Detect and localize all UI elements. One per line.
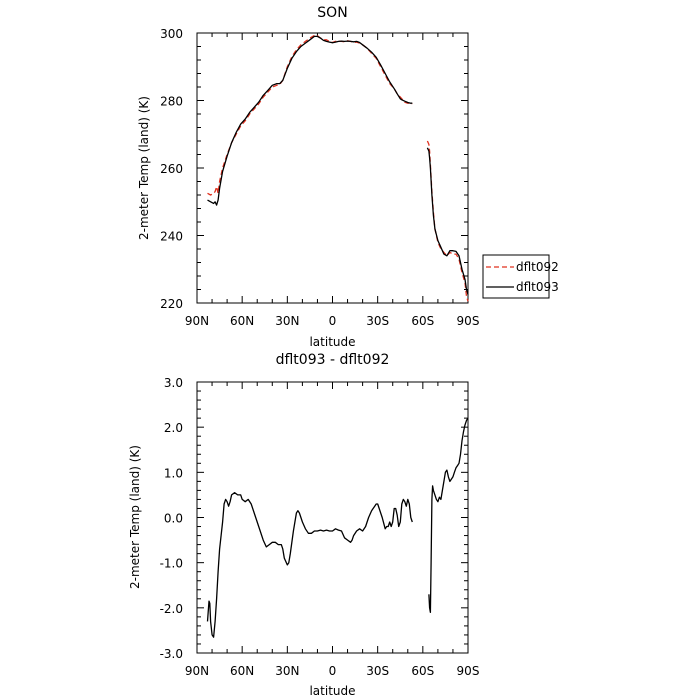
top-x-tick-label: 0 [329,314,337,328]
top-panel: SON 90N 60N 30N 0 30S 60S 90S 220240260280300 … [137,5,559,349]
top-series-line-dflt092 [207,34,413,196]
bottom-chart-title: dflt093 - dflt092 [276,352,390,368]
legend-box [482,254,550,299]
bottom-x-tick-label: 90S [457,664,480,678]
top-y-axis-label: 2-meter Temp (land) (K) [137,96,151,240]
bottom-series-lines [206,417,469,638]
bottom-x-tick-label: 0 [329,664,337,678]
top-x-axis-label: latitude [309,335,355,349]
bottom-series-line [428,417,469,614]
top-x-ticks: 90N 60N 30N 0 30S 60S 90S [185,33,480,328]
bottom-panel: dflt093 - dflt092 90N 60N 30N 0 30S 60S 90S -3… [128,352,479,698]
top-x-tick-label: 60N [230,314,254,328]
top-y-ticks: 220 240 260 280 300 [160,27,468,311]
top-x-tick-label: 60S [411,314,434,328]
bottom-x-tick-label: 30S [366,664,389,678]
bottom-x-ticks: 90N 60N 30N 0 30S 60S 90S [185,382,480,678]
top-series-line-dflt093 [207,35,413,206]
top-y-tick-label: 240 [160,230,183,244]
bottom-y-tick-label: 2.0 [164,421,183,435]
bottom-y-tick-label: -2.0 [160,602,183,616]
bottom-series-line [206,492,413,638]
top-y-tick-label: 260 [160,162,183,176]
top-x-tick-label: 30N [275,314,299,328]
bottom-x-axis-label: latitude [309,684,355,698]
bottom-x-tick-label: 60N [230,664,254,678]
bottom-y-ticks: -3.0 -2.0 -1.0 0.0 1.0 2.0 3.0 [160,376,468,661]
top-y-tick-label: 300 [160,27,183,41]
bottom-y-tick-label: -1.0 [160,557,183,571]
top-x-tick-label: 90N [185,314,209,328]
top-x-tick-label: 30S [366,314,389,328]
top-plot-frame [196,32,469,304]
bottom-y-tick-label: 1.0 [164,466,183,480]
bottom-x-tick-label: 60S [411,664,434,678]
bottom-y-tick-label: -3.0 [160,647,183,661]
bottom-y-tick-label: 0.0 [164,512,183,526]
top-x-tick-label: 90S [457,314,480,328]
legend-label-dflt092: dflt092 [516,260,559,274]
bottom-x-tick-label: 90N [185,664,209,678]
legend: dflt092 dflt093 [482,254,559,299]
top-chart-title: SON [317,5,347,21]
top-y-tick-label: 280 [160,95,183,109]
bottom-y-axis-label: 2-meter Temp (land) (K) [128,445,142,589]
bottom-x-tick-label: 30N [275,664,299,678]
bottom-y-tick-label: 3.0 [164,376,183,390]
top-series-line-dflt092 [426,140,469,302]
top-series-line-dflt093 [426,147,469,295]
bottom-plot-frame [196,381,469,654]
legend-label-dflt093: dflt093 [516,280,559,294]
top-series-lines [207,34,469,302]
top-y-tick-label: 220 [160,297,183,311]
